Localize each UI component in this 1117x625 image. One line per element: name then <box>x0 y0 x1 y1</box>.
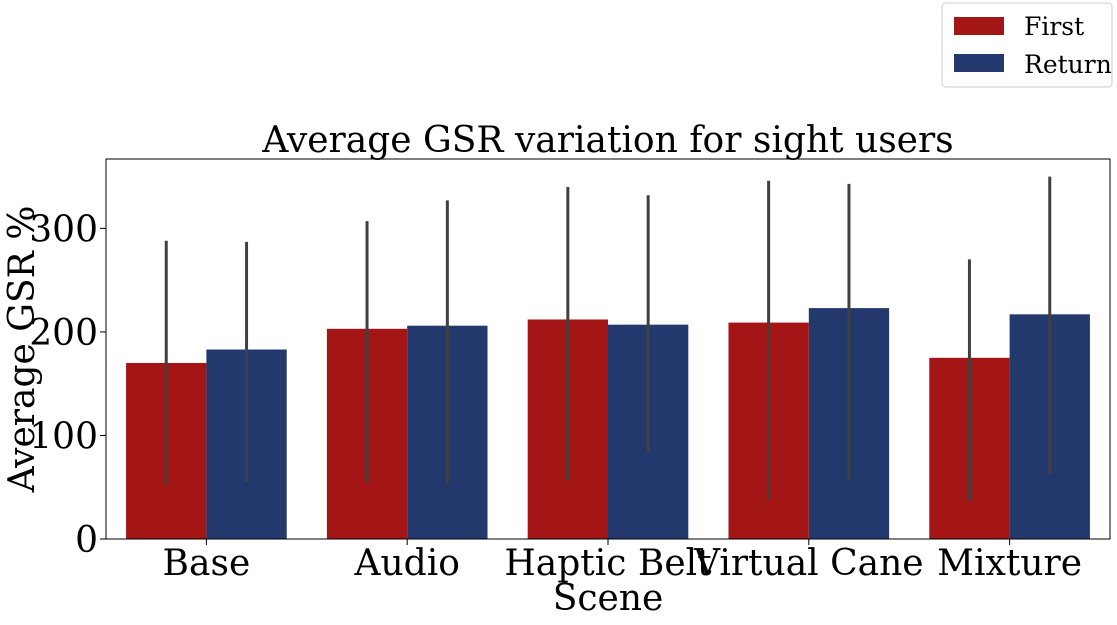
y-tick-label: 300 <box>29 209 98 250</box>
y-tick-label: 100 <box>29 416 98 457</box>
legend-label-return: Return <box>1024 50 1112 79</box>
x-tick-label-haptic-belt: Haptic Belt <box>504 543 712 584</box>
legend-swatch-return <box>954 54 1004 72</box>
y-tick-label: 0 <box>75 520 98 561</box>
x-tick-label-base: Base <box>163 543 251 584</box>
x-tick-label-virtual-cane: Virtual Cane <box>693 543 924 584</box>
x-tick-label-audio: Audio <box>353 543 459 584</box>
x-axis-title: Scene <box>553 578 664 619</box>
chart-title: Average GSR variation for sight users <box>261 120 953 161</box>
y-axis-title: Average GSR % <box>2 206 43 494</box>
legend-swatch-first <box>954 17 1004 35</box>
x-tick-label-mixture: Mixture <box>937 543 1082 584</box>
y-tick-label: 200 <box>29 313 98 354</box>
legend: First Return <box>941 2 1113 88</box>
legend-label-first: First <box>1024 12 1084 41</box>
